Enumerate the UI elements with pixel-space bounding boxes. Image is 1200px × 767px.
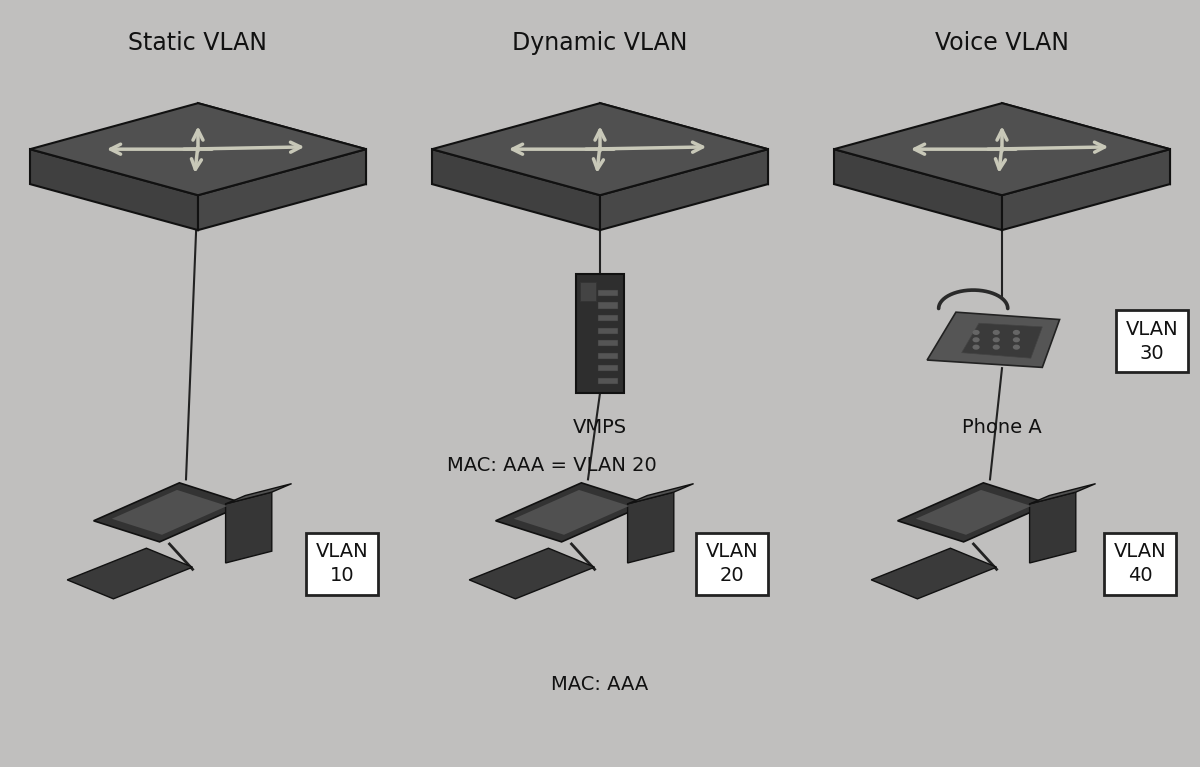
Polygon shape — [496, 483, 648, 542]
Circle shape — [994, 331, 1000, 334]
Circle shape — [1014, 331, 1019, 334]
FancyBboxPatch shape — [598, 378, 618, 384]
Text: Static VLAN: Static VLAN — [128, 31, 268, 54]
Text: VLAN
30: VLAN 30 — [1126, 320, 1178, 363]
Polygon shape — [226, 492, 272, 563]
Polygon shape — [514, 490, 629, 535]
Circle shape — [973, 331, 979, 334]
Polygon shape — [1030, 492, 1076, 563]
Polygon shape — [628, 484, 694, 504]
Polygon shape — [961, 323, 1043, 358]
FancyBboxPatch shape — [576, 275, 624, 393]
FancyBboxPatch shape — [598, 353, 618, 359]
FancyBboxPatch shape — [598, 328, 618, 334]
Polygon shape — [112, 490, 227, 535]
FancyBboxPatch shape — [598, 365, 618, 371]
Polygon shape — [1002, 149, 1170, 230]
Text: VLAN
10: VLAN 10 — [316, 542, 368, 585]
Circle shape — [994, 338, 1000, 341]
FancyBboxPatch shape — [598, 340, 618, 346]
FancyBboxPatch shape — [598, 290, 618, 296]
Text: VLAN
20: VLAN 20 — [706, 542, 758, 585]
Polygon shape — [628, 492, 674, 563]
Polygon shape — [94, 483, 246, 542]
Polygon shape — [1002, 103, 1170, 184]
Text: VMPS: VMPS — [572, 418, 628, 437]
Text: MAC: AAA = VLAN 20: MAC: AAA = VLAN 20 — [448, 456, 656, 476]
Text: VLAN
40: VLAN 40 — [1114, 542, 1166, 585]
FancyBboxPatch shape — [580, 282, 596, 301]
Polygon shape — [834, 149, 1002, 230]
FancyBboxPatch shape — [598, 302, 618, 308]
Polygon shape — [432, 103, 768, 196]
Circle shape — [973, 338, 979, 341]
Circle shape — [1014, 338, 1019, 341]
Text: MAC: AAA: MAC: AAA — [551, 675, 649, 694]
Circle shape — [973, 345, 979, 349]
Polygon shape — [916, 490, 1031, 535]
Polygon shape — [928, 312, 1060, 367]
Polygon shape — [834, 103, 1170, 196]
Polygon shape — [30, 103, 366, 196]
Polygon shape — [198, 149, 366, 230]
Polygon shape — [600, 103, 768, 184]
Polygon shape — [198, 103, 366, 184]
Polygon shape — [600, 149, 768, 230]
Polygon shape — [1030, 484, 1096, 504]
Polygon shape — [469, 548, 595, 599]
Text: Voice VLAN: Voice VLAN — [935, 31, 1069, 54]
Polygon shape — [226, 484, 292, 504]
Text: Dynamic VLAN: Dynamic VLAN — [512, 31, 688, 54]
Circle shape — [1014, 345, 1019, 349]
Polygon shape — [432, 149, 600, 230]
Text: Phone A: Phone A — [962, 418, 1042, 437]
FancyBboxPatch shape — [598, 315, 618, 321]
Polygon shape — [898, 483, 1049, 542]
Polygon shape — [30, 149, 198, 230]
Polygon shape — [871, 548, 996, 599]
Circle shape — [994, 345, 1000, 349]
Polygon shape — [67, 548, 192, 599]
